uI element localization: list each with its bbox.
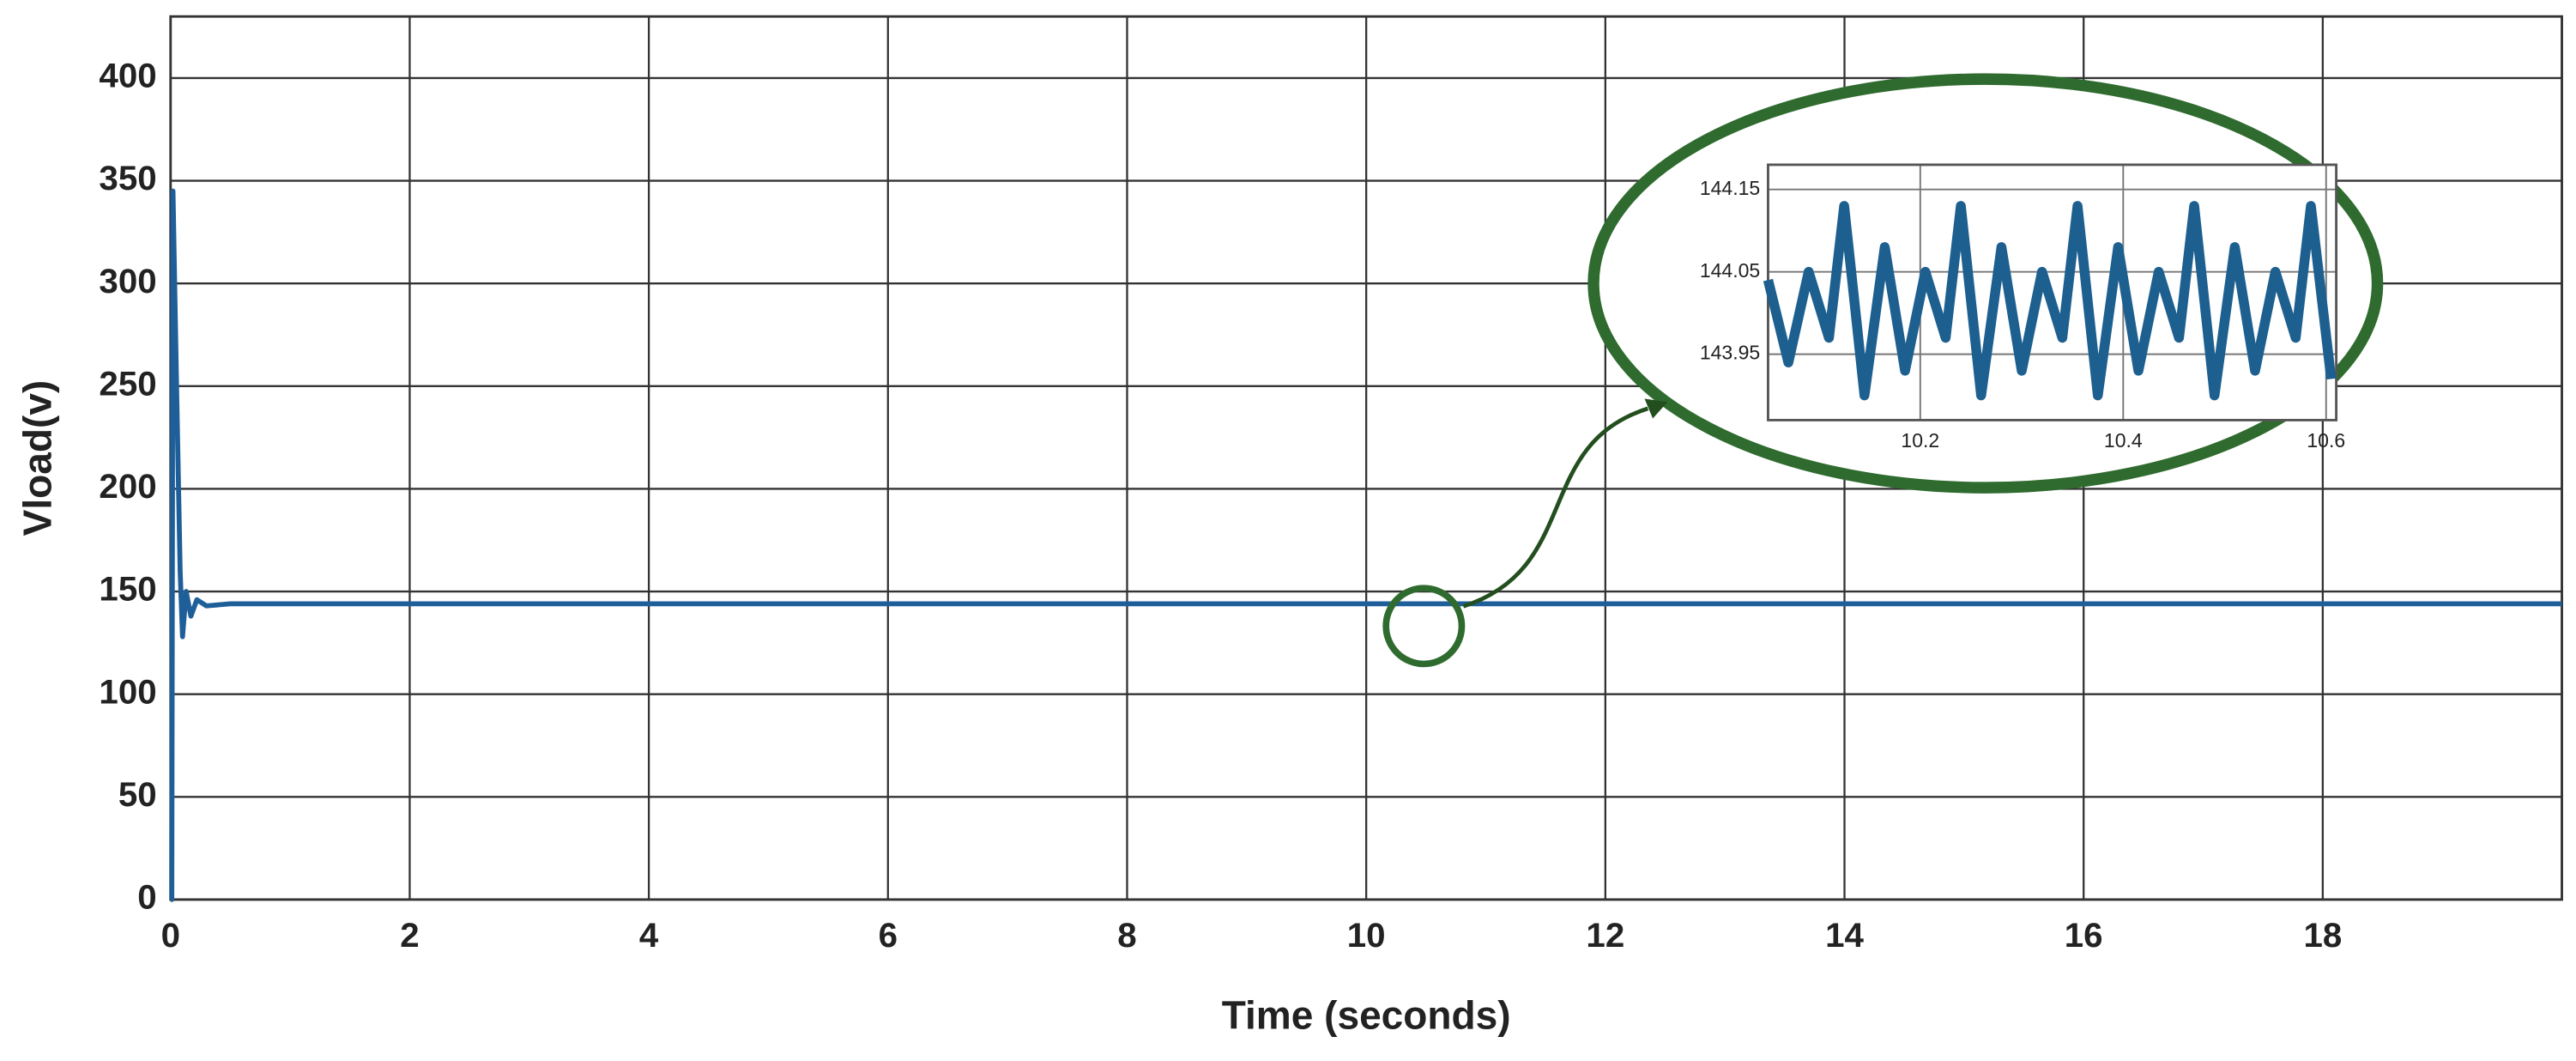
y-tick-label: 50 bbox=[118, 775, 157, 814]
x-tick-label: 14 bbox=[1825, 916, 1864, 955]
x-tick-label: 4 bbox=[639, 916, 659, 955]
x-tick-label: 8 bbox=[1117, 916, 1136, 955]
zoom-circle bbox=[1382, 585, 1466, 668]
y-tick-label: 143.95 bbox=[1700, 342, 1760, 364]
y-tick-label: 350 bbox=[99, 159, 156, 197]
x-tick-label: 12 bbox=[1586, 916, 1624, 955]
y-tick-label: 100 bbox=[99, 672, 156, 711]
x-tick-label: 6 bbox=[879, 916, 898, 955]
x-axis-label: Time (seconds) bbox=[1222, 992, 1511, 1037]
y-tick-label: 150 bbox=[99, 570, 156, 609]
y-tick-label: 144.05 bbox=[1700, 259, 1760, 282]
inset-plot: 10.2 10.4 10.6 143.95 144.05 144.15 bbox=[1700, 163, 2345, 452]
zoom-arrow bbox=[1462, 406, 1649, 609]
x-tick-label: 18 bbox=[2303, 916, 2342, 955]
data-line bbox=[1763, 201, 2337, 401]
y-tick-label: 300 bbox=[99, 262, 156, 300]
x-tick-label: 0 bbox=[161, 916, 180, 955]
arrow-head bbox=[1644, 398, 1668, 419]
x-tick-label: 10 bbox=[1347, 916, 1386, 955]
x-tick-label: 10.6 bbox=[2307, 429, 2345, 452]
y-tick-label: 250 bbox=[99, 364, 156, 403]
x-tick-label: 10.4 bbox=[2104, 429, 2143, 452]
y-tick-label: 200 bbox=[99, 467, 156, 506]
y-tick-label: 144.15 bbox=[1700, 177, 1760, 199]
x-tick-label: 16 bbox=[2065, 916, 2103, 955]
data-line bbox=[169, 188, 2562, 902]
y-tick-label: 400 bbox=[99, 57, 156, 95]
y-axis-label: Vload(v) bbox=[15, 380, 59, 537]
y-tick-label: 0 bbox=[137, 878, 156, 917]
x-tick-label: 10.2 bbox=[1901, 429, 1939, 452]
x-tick-label: 2 bbox=[400, 916, 419, 955]
